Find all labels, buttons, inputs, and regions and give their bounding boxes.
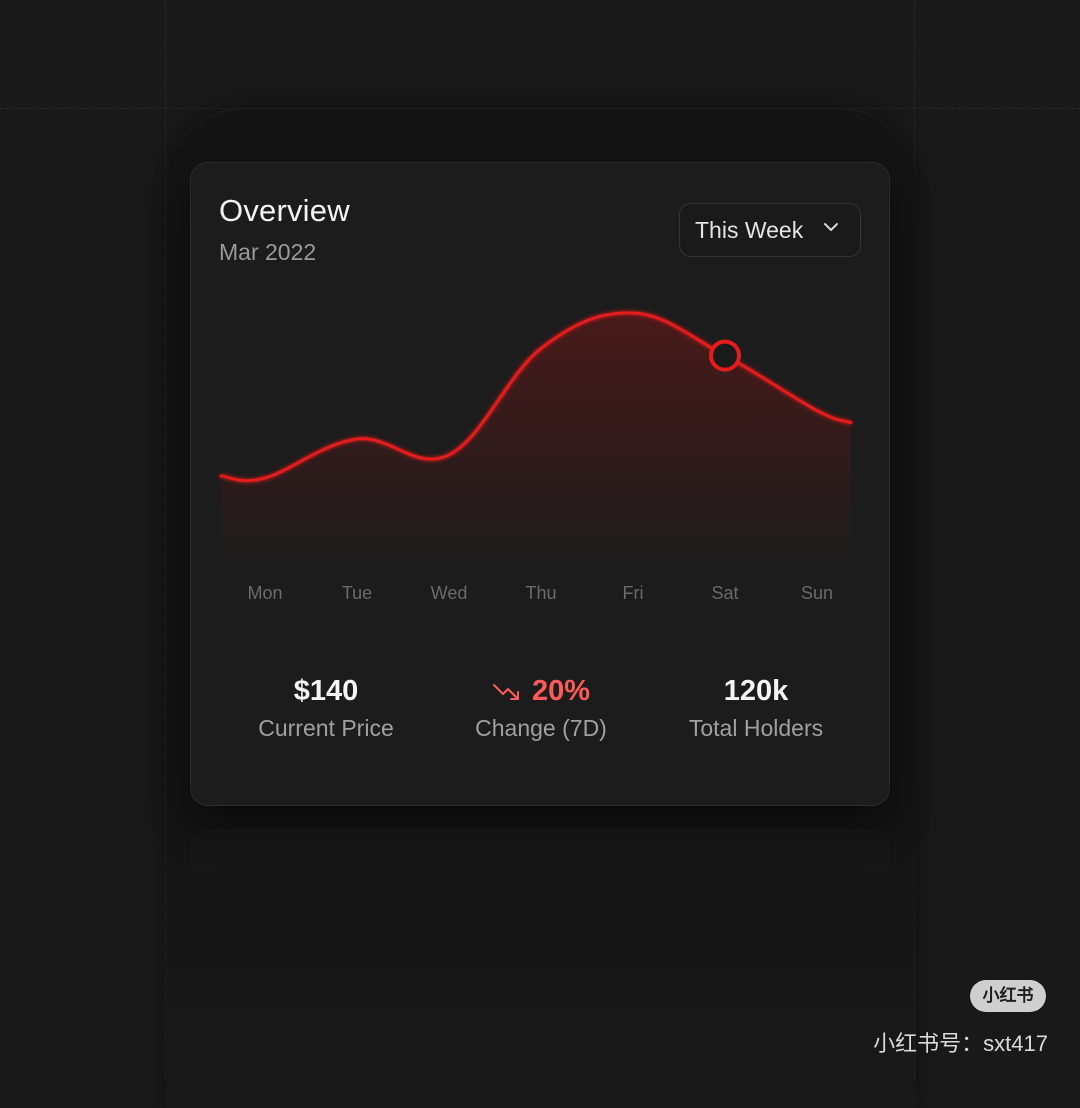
x-tick-label-fri: Fri	[622, 583, 644, 603]
data-point-tue	[354, 436, 360, 442]
highlighted-data-point[interactable]	[709, 339, 741, 372]
watermark-handle: 小红书号：sxt417	[873, 1031, 1048, 1056]
data-point-mon	[262, 475, 268, 481]
chart-area-fill	[221, 312, 851, 563]
price-chart	[219, 310, 853, 563]
stat-total-holders: 120k Total Holders	[646, 673, 866, 742]
trend-down-icon	[492, 684, 519, 700]
stat-value: $140	[293, 675, 359, 707]
stat-value-row: 20%	[431, 673, 651, 709]
overview-card: Overview Mar 2022 This Week Mon Tue Wed Thu…	[190, 162, 890, 806]
stat-current-price: $140 Current Price	[216, 673, 436, 742]
stat-change-7d: 20% Change (7D)	[431, 673, 651, 742]
x-tick-label-mon: Mon	[247, 583, 283, 603]
data-point-fri	[630, 310, 636, 316]
x-axis-labels: Mon Tue Wed Thu Fri Sat Sun	[219, 583, 869, 607]
stat-label: Total Holders	[688, 715, 824, 741]
stat-value: 20%	[531, 675, 591, 707]
chart-line	[219, 311, 853, 483]
x-tick-label-sat: Sat	[711, 583, 739, 603]
next-card-placeholder	[190, 830, 890, 1070]
x-tick-label-sun: Sun	[800, 583, 834, 603]
card-subtitle: Mar 2022	[219, 239, 317, 265]
card-title: Overview	[219, 193, 350, 228]
stat-label: Current Price	[258, 715, 394, 741]
stat-value: 120k	[723, 675, 789, 707]
period-dropdown-label: This Week	[695, 216, 804, 243]
stat-label: Change (7D)	[475, 715, 607, 741]
chevron-down-icon	[824, 223, 838, 231]
x-tick-label-thu: Thu	[525, 583, 557, 603]
data-point-wed	[446, 452, 452, 458]
watermark-badge: 小红书	[970, 980, 1046, 1012]
x-tick-label-tue: Tue	[341, 583, 373, 603]
period-dropdown[interactable]: This Week	[679, 203, 861, 257]
data-point-sun	[814, 408, 820, 414]
data-point-thu	[538, 345, 544, 351]
x-tick-label-wed: Wed	[430, 583, 468, 603]
